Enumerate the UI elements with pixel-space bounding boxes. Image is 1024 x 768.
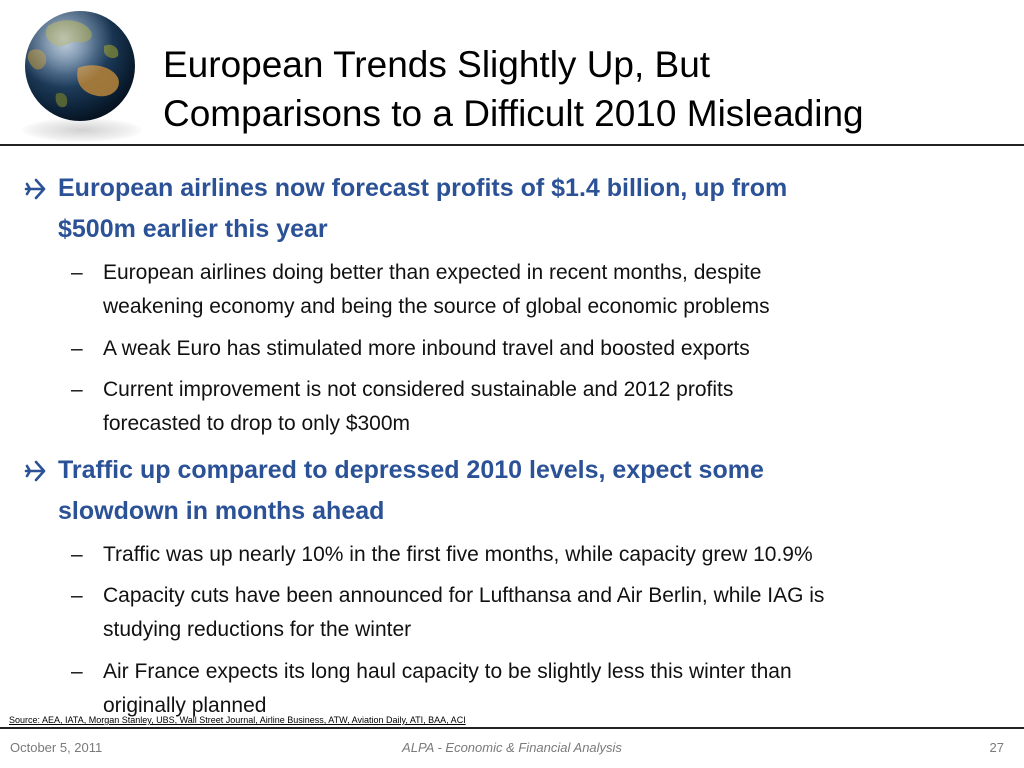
dash-marker: – (71, 378, 83, 401)
sub-bullet-text-line: weakening economy and being the source o… (103, 295, 770, 318)
dash-marker: – (71, 660, 83, 683)
dash-marker: – (71, 584, 83, 607)
airplane-icon (24, 178, 46, 200)
sub-bullet-text-line: originally planned (103, 694, 267, 717)
sub-bullet-item: – A weak Euro has stimulated more inboun… (71, 332, 1008, 366)
sub-bullet-item: – European airlines doing better than ex… (71, 256, 1008, 324)
bullet-item: Traffic up compared to depressed 2010 le… (24, 450, 1008, 532)
sub-bullet-item: – Capacity cuts have been announced for … (71, 579, 1008, 647)
slide-title: European Trends Slightly Up, But Compari… (163, 40, 1013, 138)
title-line-2: Comparisons to a Difficult 2010 Misleadi… (163, 93, 864, 134)
title-line-1: European Trends Slightly Up, But (163, 44, 711, 85)
sub-bullet-text-line: forecasted to drop to only $300m (103, 412, 411, 435)
footer-divider (0, 727, 1024, 729)
bullet-text-line: European airlines now forecast profits o… (58, 174, 788, 202)
dash-marker: – (71, 261, 83, 284)
airplane-icon (24, 460, 46, 482)
sub-bullet-text-line: A weak Euro has stimulated more inbound … (103, 337, 750, 360)
bullet-text-line: Traffic up compared to depressed 2010 le… (58, 456, 764, 484)
bullet-text-line: slowdown in months ahead (58, 497, 385, 525)
bullet-text-line: $500m earlier this year (58, 215, 328, 243)
sub-bullet-text-line: Traffic was up nearly 10% in the first f… (103, 543, 813, 566)
globe-logo (8, 6, 154, 144)
sub-bullet-text-line: European airlines doing better than expe… (103, 261, 762, 284)
sub-bullet-text-line: studying reductions for the winter (103, 618, 412, 641)
sub-bullet-text-line: Air France expects its long haul capacit… (103, 660, 792, 683)
sub-bullet-item: – Current improvement is not considered … (71, 373, 1008, 441)
footer-date: October 5, 2011 (10, 740, 103, 755)
title-divider (0, 144, 1024, 146)
bullet-item: European airlines now forecast profits o… (24, 168, 1008, 250)
sub-bullet-item: – Traffic was up nearly 10% in the first… (71, 538, 1008, 572)
sub-bullet-item: – Air France expects its long haul capac… (71, 655, 1008, 723)
page-number: 27 (989, 740, 1004, 755)
source-note: Source: AEA, IATA, Morgan Stanley, UBS, … (9, 715, 466, 725)
globe-reflection (22, 118, 142, 142)
dash-marker: – (71, 337, 83, 360)
footer-center-text: ALPA - Economic & Financial Analysis (402, 740, 622, 755)
sub-bullet-text-line: Current improvement is not considered su… (103, 378, 734, 401)
dash-marker: – (71, 543, 83, 566)
globe-icon (25, 11, 135, 121)
sub-bullet-text-line: Capacity cuts have been announced for Lu… (103, 584, 825, 607)
